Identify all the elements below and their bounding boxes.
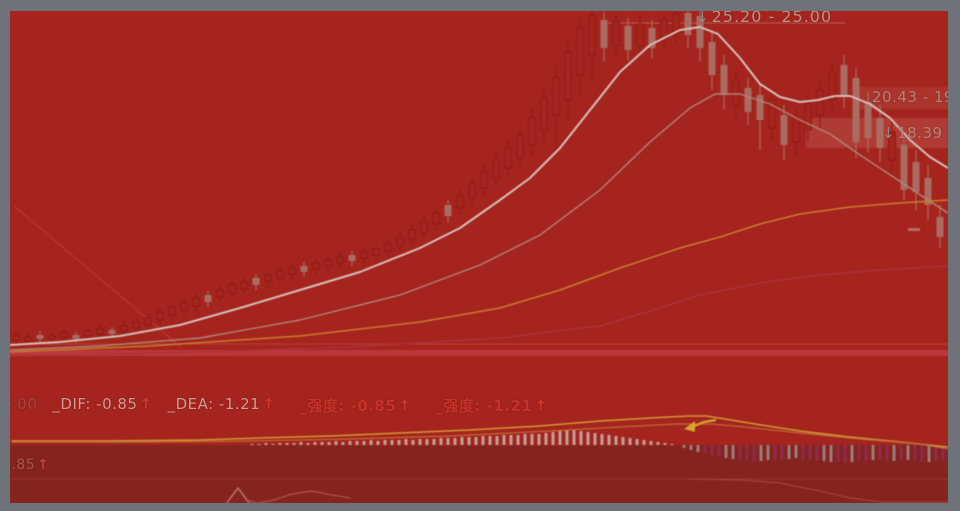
candlestick-chart-canvas[interactable] <box>10 11 948 503</box>
dif-value-label: _DIF: -0.85 ↑ <box>52 395 153 413</box>
price-range-label-1: 20.43 - 19 <box>872 88 948 106</box>
peak-price-range-text: 25.20 - 25.00 <box>711 11 833 26</box>
strength-value-label-2: _强度: -1.21 ↑ <box>435 397 548 415</box>
up-arrow-icon: ↑ <box>534 397 548 415</box>
price-range-text-2: 18.39 - 1 <box>897 124 948 142</box>
up-arrow-icon: ↑ <box>139 395 153 413</box>
up-arrow-icon: ↑ <box>262 395 276 413</box>
price-peak-label: ↓ 25.20 - 25.00 <box>696 11 832 26</box>
dea-value-label: _DEA: -1.21 ↑ <box>167 395 276 413</box>
up-arrow-icon: ↑ <box>37 457 50 473</box>
bottom-panel-value-label: 0.85↑ <box>10 457 50 473</box>
up-arrow-icon: ↑ <box>398 397 412 415</box>
indicator-label-row: 0.00 _DIF: -0.85↑ _DEA: -1.21↑ _强度: -0.8… <box>10 395 547 416</box>
price-range-label-2: ↓18.39 - 1 <box>882 124 948 142</box>
indicator-prefix-value: 0.00 <box>10 395 38 413</box>
down-arrow-icon: ↓ <box>882 124 896 142</box>
down-arrow-icon: ↓ <box>696 11 710 26</box>
strength-value-label-1: _强度: -0.85 ↑ <box>299 397 412 415</box>
stock-chart-area: ↓25.20 - 25.00 20.43 - 19 ↓18.39 - 1 0.0… <box>10 11 948 503</box>
